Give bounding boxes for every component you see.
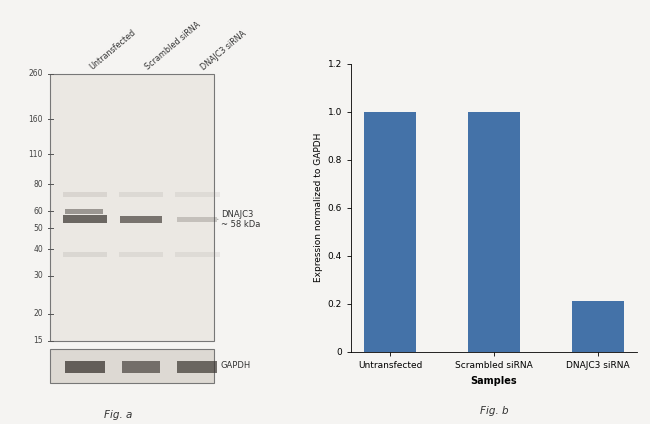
Bar	[572, 301, 624, 352]
Text: 30: 30	[33, 271, 43, 281]
Bar	[63, 215, 107, 223]
Bar	[50, 349, 214, 383]
Bar	[63, 251, 107, 257]
Text: Fig. a: Fig. a	[103, 410, 132, 420]
Text: 60: 60	[33, 206, 43, 215]
Bar	[65, 361, 105, 373]
Text: GAPDH: GAPDH	[221, 361, 251, 370]
Bar	[177, 361, 217, 373]
Bar	[63, 192, 107, 197]
Bar	[119, 251, 163, 257]
Bar	[175, 251, 220, 257]
Bar	[122, 361, 160, 373]
Text: 50: 50	[33, 223, 43, 233]
Text: 80: 80	[33, 180, 43, 189]
Text: Fig. b: Fig. b	[480, 405, 508, 416]
Text: 40: 40	[33, 245, 43, 254]
Bar	[468, 112, 520, 352]
X-axis label: Samples: Samples	[471, 376, 517, 385]
Text: Scrambled siRNA: Scrambled siRNA	[144, 20, 202, 72]
Text: Untransfected: Untransfected	[87, 28, 137, 72]
Bar	[50, 74, 214, 341]
Bar	[119, 192, 163, 197]
Y-axis label: Expression normalized to GAPDH: Expression normalized to GAPDH	[315, 133, 324, 282]
Text: DNAJC3 siRNA: DNAJC3 siRNA	[200, 29, 248, 72]
Bar	[120, 216, 162, 223]
Text: 15: 15	[33, 336, 43, 346]
Bar	[65, 209, 103, 214]
Text: 110: 110	[29, 150, 43, 159]
Bar	[364, 112, 416, 352]
Bar	[175, 192, 220, 197]
Text: 160: 160	[29, 115, 43, 124]
Text: 260: 260	[29, 69, 43, 78]
Bar	[177, 217, 217, 222]
Text: 20: 20	[33, 310, 43, 318]
Text: DNAJC3
~ 58 kDa: DNAJC3 ~ 58 kDa	[221, 209, 260, 229]
